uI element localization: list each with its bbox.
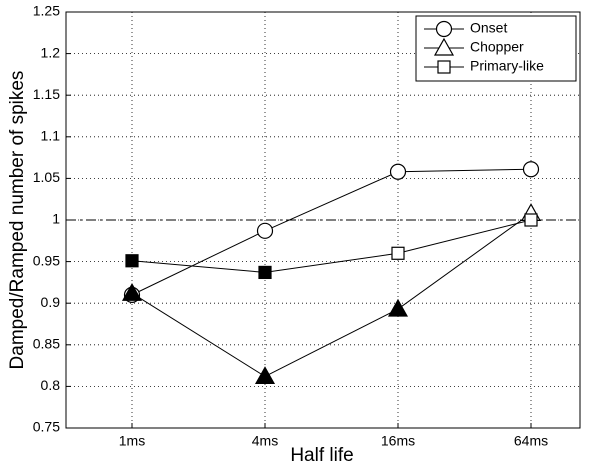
- x-tick-label: 64ms: [514, 433, 548, 449]
- marker: [389, 163, 407, 180]
- x-tick-label: 16ms: [381, 433, 415, 449]
- marker: [258, 265, 272, 280]
- y-tick-label: 0.9: [41, 294, 61, 310]
- series-line: [131, 219, 532, 273]
- marker: [391, 246, 405, 260]
- marker: [121, 282, 143, 301]
- legend-text: Chopper: [470, 39, 524, 55]
- y-tick-label: 1.1: [41, 128, 61, 144]
- legend-text: Onset: [470, 20, 507, 36]
- marker: [387, 298, 409, 317]
- series-line: [131, 168, 532, 296]
- y-tick-label: 1.15: [33, 86, 60, 102]
- y-tick-label: 0.85: [33, 336, 60, 352]
- x-tick-label: 4ms: [252, 433, 278, 449]
- y-tick-label: 0.95: [33, 252, 60, 268]
- x-axis-label: Half life: [290, 445, 353, 466]
- marker: [522, 161, 540, 178]
- series-line: [131, 212, 532, 377]
- marker: [437, 60, 451, 74]
- y-tick-label: 0.8: [41, 377, 61, 393]
- marker: [256, 222, 274, 239]
- marker: [125, 254, 139, 268]
- marker: [254, 366, 276, 385]
- y-tick-label: 1.05: [33, 169, 60, 185]
- y-tick-label: 1.2: [41, 44, 61, 60]
- legend-text: Primary-like: [470, 58, 544, 74]
- marker: [433, 37, 455, 56]
- y-axis-label: Damped/Ramped number of spikes: [7, 71, 28, 370]
- x-tick-label: 1ms: [119, 433, 145, 449]
- marker: [524, 213, 538, 227]
- y-tick-label: 1: [52, 211, 60, 227]
- marker: [435, 20, 453, 38]
- y-tick-label: 0.75: [33, 419, 60, 435]
- y-tick-label: 1.25: [33, 3, 60, 19]
